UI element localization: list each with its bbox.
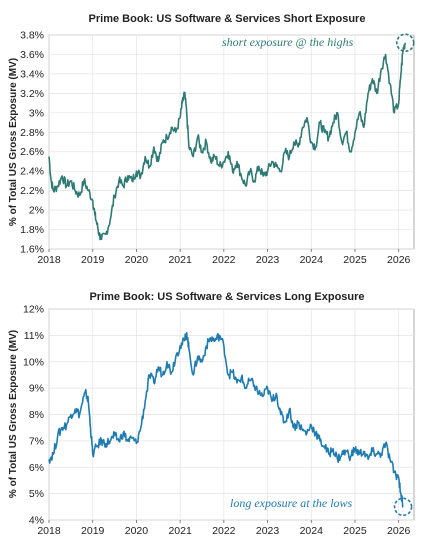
short-chart-title: Prime Book: US Software & Services Short… bbox=[89, 13, 366, 25]
short-gridlines bbox=[48, 34, 414, 250]
short-exposure-chart: Prime Book: US Software & Services Short… bbox=[8, 13, 415, 266]
x-tick-label: 2021 bbox=[168, 254, 192, 266]
x-tick-label: 2024 bbox=[300, 525, 324, 537]
y-tick-label: 2.4% bbox=[20, 166, 44, 178]
x-tick-label: 2022 bbox=[212, 525, 236, 537]
x-tick-label: 2019 bbox=[81, 525, 105, 537]
y-tick-label: 11% bbox=[24, 330, 44, 342]
x-tick-label: 2023 bbox=[256, 525, 280, 537]
y-tick-label: 3.2% bbox=[20, 88, 44, 100]
y-tick-label: 3.4% bbox=[20, 68, 44, 80]
y-tick-label: 8% bbox=[29, 409, 44, 421]
series-line bbox=[48, 42, 407, 241]
long-chart-title: Prime Book: US Software & Services Long … bbox=[89, 291, 364, 303]
y-tick-label: 2.2% bbox=[20, 185, 44, 197]
short-plot-area bbox=[48, 34, 415, 250]
y-tick-label: 3.8% bbox=[20, 30, 44, 42]
long-annotation: long exposure at the lows bbox=[230, 496, 353, 510]
short-x-ticks: 2018 2019 2020 2021 2022 2023 2024 2025 2026 bbox=[37, 249, 411, 266]
x-tick-label: 2023 bbox=[256, 254, 280, 266]
x-tick-label: 2022 bbox=[212, 254, 236, 266]
x-tick-label: 2025 bbox=[343, 525, 367, 537]
x-tick-label: 2020 bbox=[125, 525, 149, 537]
x-tick-label: 2018 bbox=[37, 254, 61, 266]
x-tick-label: 2021 bbox=[168, 525, 192, 537]
y-tick-label: 4% bbox=[29, 515, 44, 527]
x-tick-label: 2026 bbox=[387, 525, 411, 537]
highlight-circle bbox=[393, 497, 413, 517]
long-y-ticks: 4% 5% 6% 7% 8% 9% 10% 11% 12% bbox=[23, 304, 44, 527]
y-tick-label: 1.8% bbox=[20, 224, 44, 236]
x-tick-label: 2025 bbox=[343, 254, 367, 266]
x-tick-label: 2026 bbox=[387, 254, 411, 266]
y-tick-label: 6% bbox=[29, 462, 44, 474]
short-annotation: short exposure @ the highs bbox=[222, 35, 354, 49]
long-highlight bbox=[393, 497, 413, 517]
short-highlight bbox=[395, 33, 415, 53]
y-tick-label: 12% bbox=[23, 304, 44, 316]
y-tick-label: 10% bbox=[23, 356, 44, 368]
y-tick-label: 5% bbox=[29, 488, 44, 500]
long-x-ticks: 2018 2019 2020 2021 2022 2023 2024 2025 2026 bbox=[37, 520, 411, 537]
highlight-circle bbox=[395, 33, 415, 53]
long-y-axis-label: % of Total US Gross Exposure (MV) bbox=[8, 330, 19, 498]
long-exposure-chart: Prime Book: US Software & Services Long … bbox=[8, 291, 415, 537]
short-y-axis-label: % of Total US Gross Exposure (MV) bbox=[8, 58, 19, 226]
short-series bbox=[48, 42, 407, 241]
short-y-ticks: 1.6% 1.8% 2% 2.2% 2.4% 2.6% 2.8% 3% 3.2% 3.4% 3.6%… bbox=[20, 30, 44, 256]
y-tick-label: 2.8% bbox=[20, 127, 44, 139]
y-tick-label: 3.6% bbox=[20, 49, 44, 61]
x-tick-label: 2020 bbox=[125, 254, 149, 266]
y-tick-label: 3% bbox=[29, 107, 44, 119]
y-tick-label: 7% bbox=[29, 435, 44, 447]
y-tick-label: 2.6% bbox=[20, 146, 44, 158]
x-tick-label: 2024 bbox=[300, 254, 324, 266]
x-tick-label: 2018 bbox=[37, 525, 61, 537]
long-series bbox=[48, 331, 404, 508]
series-line bbox=[48, 331, 404, 508]
y-tick-label: 9% bbox=[29, 383, 44, 395]
x-tick-label: 2019 bbox=[81, 254, 105, 266]
y-tick-label: 2% bbox=[29, 205, 44, 217]
y-tick-label: 1.6% bbox=[20, 244, 44, 256]
